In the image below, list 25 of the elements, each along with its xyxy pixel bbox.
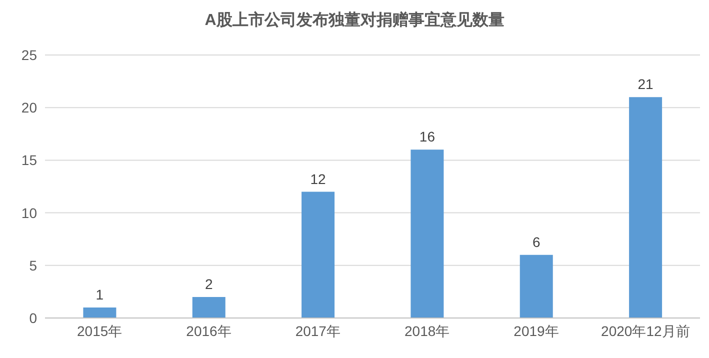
y-tick-label: 0 — [29, 310, 38, 326]
data-label: 16 — [419, 128, 436, 145]
x-tick-label: 2017年 — [295, 322, 340, 339]
y-tick-label: 25 — [21, 46, 38, 63]
data-label: 21 — [638, 76, 654, 92]
data-label: 6 — [532, 234, 540, 250]
y-tick-label: 20 — [21, 100, 38, 116]
data-label: 1 — [96, 286, 104, 302]
bar — [629, 97, 662, 318]
data-label: 12 — [310, 170, 326, 187]
x-tick-label: 2020年12月前 — [601, 322, 690, 339]
bar — [192, 296, 226, 318]
chart-title: A股上市公司发布独董对捐赠事宜意见数量 — [204, 10, 506, 31]
bar — [83, 307, 116, 318]
x-tick-label: 2015年 — [77, 322, 122, 339]
bar — [302, 192, 335, 318]
bar — [410, 150, 444, 318]
y-tick-label: 15 — [21, 152, 38, 168]
x-tick-label: 2019年 — [514, 322, 559, 339]
y-tick-label: 10 — [21, 204, 38, 221]
bar — [520, 254, 553, 318]
data-label: 2 — [204, 276, 213, 292]
y-tick-label: 5 — [29, 257, 38, 274]
x-tick-label: 2018年 — [404, 322, 450, 339]
x-tick-label: 2016年 — [186, 322, 232, 339]
